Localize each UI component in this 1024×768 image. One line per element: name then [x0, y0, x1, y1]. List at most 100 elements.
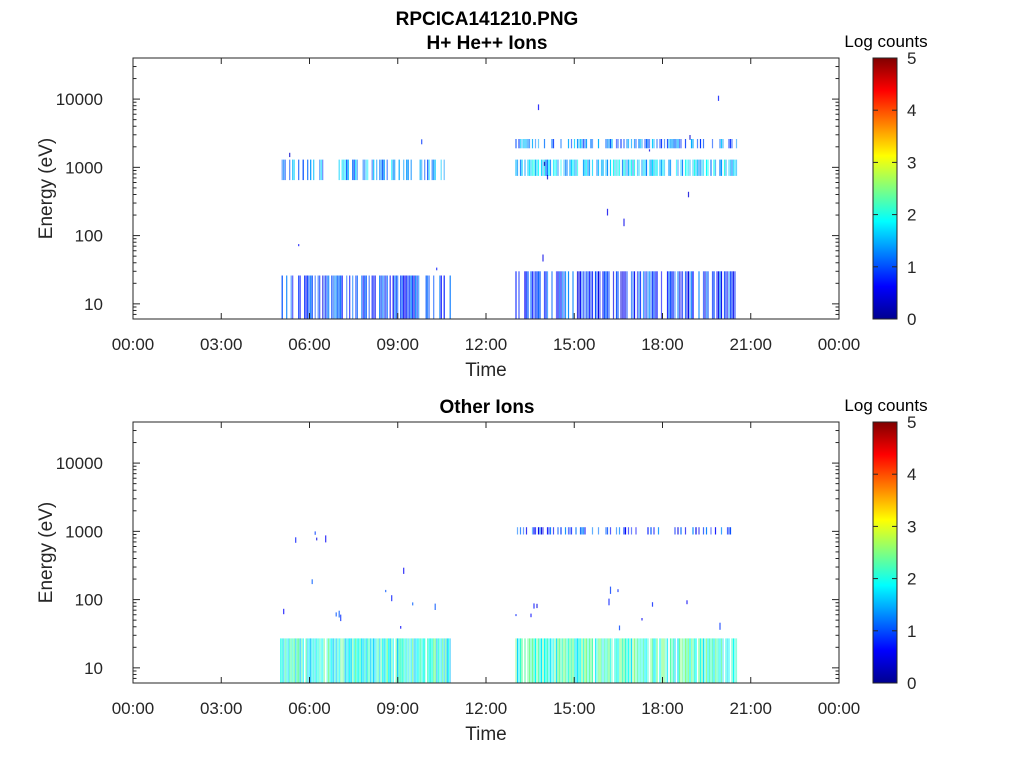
heatmap-cell	[681, 271, 684, 319]
heatmap-cell	[641, 618, 643, 621]
heatmap-cell	[714, 159, 717, 176]
heatmap-cell	[717, 271, 720, 319]
heatmap-cell	[617, 271, 619, 319]
x-tick-label: 06:00	[288, 335, 331, 354]
heatmap-cell	[698, 159, 700, 176]
heatmap-cell	[545, 271, 547, 319]
heatmap-cell	[389, 638, 391, 683]
heatmap-cell	[608, 638, 610, 683]
heatmap-cell	[374, 275, 376, 319]
heatmap-cell	[714, 638, 717, 683]
colorbar-tick-label: 3	[907, 517, 916, 536]
heatmap-cell	[687, 638, 690, 683]
colorbar-tick-label: 2	[907, 570, 916, 589]
colorbar-tick-label: 2	[907, 206, 916, 225]
heatmap-cell	[410, 275, 412, 319]
heatmap-cell	[633, 271, 636, 319]
heatmap-cell	[591, 527, 594, 535]
heatmap-cell	[662, 159, 664, 176]
heatmap-cell	[358, 638, 360, 683]
heatmap-cell	[374, 638, 376, 683]
x-tick-label: 09:00	[376, 335, 419, 354]
heatmap-cell	[412, 638, 414, 683]
heatmap-cell	[289, 159, 291, 181]
heatmap-cell	[606, 208, 609, 216]
heatmap-cell	[587, 638, 589, 683]
heatmap-cell	[702, 527, 705, 535]
heatmap-cell	[638, 271, 640, 319]
heatmap-cell	[533, 271, 535, 319]
heatmap-cell	[704, 271, 706, 319]
heatmap-cell	[723, 271, 726, 319]
heatmap-cell	[642, 638, 645, 683]
heatmap-cell	[400, 275, 402, 319]
heatmap-cell	[588, 638, 591, 683]
heatmap-cell	[710, 159, 712, 176]
colorbar-label: Log counts	[844, 396, 927, 415]
heatmap-cell	[400, 638, 402, 683]
heatmap-cell	[575, 527, 577, 535]
heatmap-cell	[729, 159, 732, 176]
heatmap-cell	[620, 638, 622, 683]
heatmap-cell	[669, 139, 672, 149]
heatmap-cell	[645, 638, 648, 683]
heatmap-cell	[656, 271, 658, 319]
heatmap-cell	[310, 159, 312, 181]
heatmap-cell	[720, 159, 723, 176]
heatmap-cell	[642, 159, 645, 176]
heatmap-cell	[549, 638, 552, 683]
heatmap-cell	[334, 638, 336, 683]
heatmap-cell	[340, 638, 342, 683]
heatmap-cell	[290, 638, 292, 683]
heatmap-cell	[624, 271, 627, 319]
heatmap-cell	[515, 159, 517, 176]
heatmap-cell	[570, 139, 573, 149]
panel-1: 00:00 03:00 06:00 09:00 12:00 15:00 18:00 21:00…	[36, 32, 928, 381]
heatmap-cell	[546, 159, 549, 176]
heatmap-cell	[364, 275, 366, 319]
heatmap-cell	[337, 275, 339, 319]
heatmap-cell	[578, 139, 580, 149]
heatmap-cell	[528, 139, 531, 149]
heatmap-cell	[551, 638, 553, 683]
heatmap-cell	[364, 638, 366, 683]
figure-title: RPCICA141210.PNG	[396, 9, 579, 30]
heatmap-cell	[719, 271, 721, 319]
heatmap-cell	[543, 161, 546, 166]
heatmap-cell	[341, 159, 343, 181]
heatmap-cell	[585, 139, 588, 149]
band-1-1	[281, 275, 451, 319]
heatmap-cell	[597, 271, 600, 319]
heatmap-cell	[379, 638, 381, 683]
heatmap-cell	[588, 271, 591, 319]
heatmap-cell	[528, 159, 531, 176]
heatmap-cell	[292, 275, 294, 319]
heatmap-cell	[379, 159, 381, 181]
heatmap-cell	[341, 638, 343, 683]
heatmap-cell	[677, 139, 679, 149]
heatmap-cell	[644, 638, 646, 683]
heatmap-cell	[371, 159, 373, 181]
heatmap-cell	[289, 152, 291, 158]
heatmap-cell	[672, 139, 675, 149]
heatmap-cell	[416, 275, 418, 319]
heatmap-cell	[641, 159, 643, 176]
heatmap-cell	[367, 159, 369, 181]
heatmap-cell	[651, 159, 654, 176]
heatmap-cell	[660, 271, 663, 319]
heatmap-cell	[629, 159, 631, 176]
heatmap-cell	[668, 271, 670, 319]
heatmap-cell	[680, 271, 682, 319]
heatmap-cell	[621, 271, 624, 319]
heatmap-cell	[644, 271, 646, 319]
heatmap-cell	[391, 595, 393, 602]
colorbar-tick-label: 4	[907, 465, 916, 484]
heatmap-cell	[645, 139, 648, 149]
heatmap-cell	[436, 267, 438, 271]
heatmap-cell	[567, 271, 570, 319]
heatmap-cell	[671, 271, 673, 319]
heatmap-cell	[636, 271, 639, 319]
heatmap-cell	[284, 159, 286, 181]
heatmap-cell	[666, 638, 669, 683]
heatmap-cell	[570, 638, 573, 683]
